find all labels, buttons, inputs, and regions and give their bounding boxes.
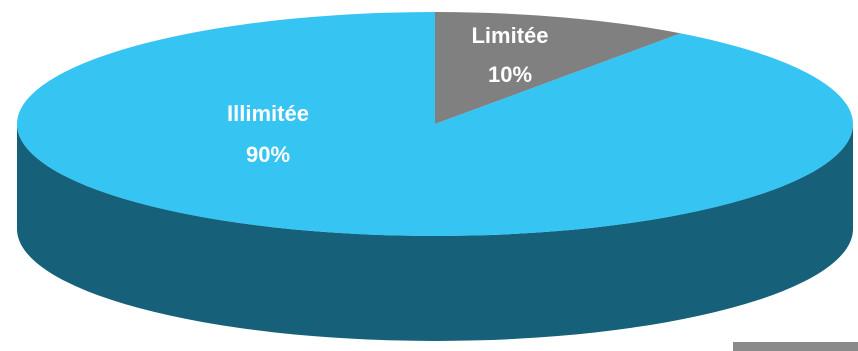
pie-side-layer [17,124,853,341]
pie-label-layer: Illimitée 90% Limitée 10% [227,23,548,167]
slice-value-illimitée: 90% [246,142,290,167]
slice-label-illimitée: Illimitée [227,101,309,126]
pie-slice-illimitée [16,12,853,236]
slice-label-limitée: Limitée [471,23,548,48]
pie-top-layer [16,12,853,236]
corner-divider-bar [733,342,858,351]
slice-value-limitée: 10% [488,62,532,87]
pie-side-illimitée [17,124,853,341]
pie-slice-limitée [435,12,681,124]
